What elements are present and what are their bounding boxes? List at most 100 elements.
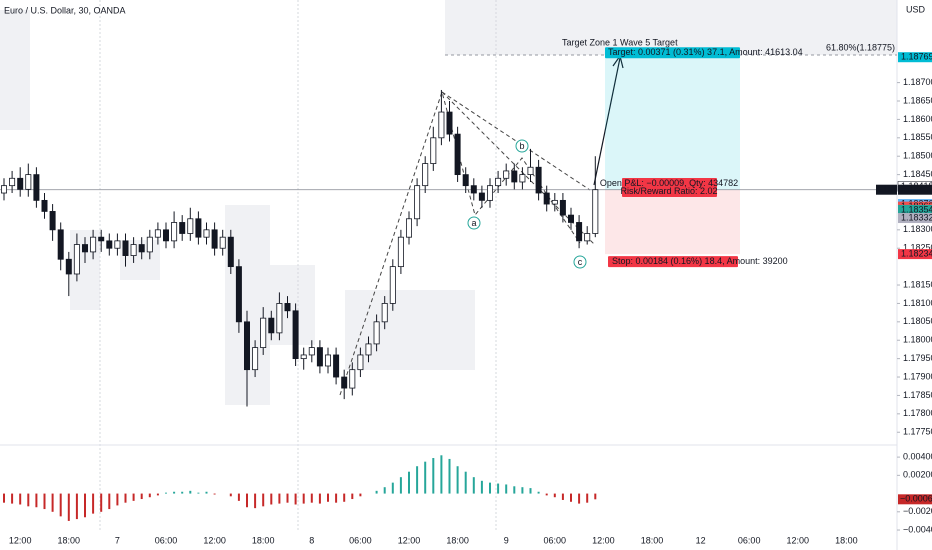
target-zone (605, 57, 740, 190)
candle-body (365, 343, 372, 356)
x-tick-label: 12:00 (592, 535, 615, 545)
candle-body (535, 166, 542, 194)
candle-body (511, 170, 518, 183)
candle-body (551, 199, 558, 205)
candle-body (65, 258, 72, 275)
x-tick-label: 18:00 (252, 535, 275, 545)
candle-body (57, 229, 64, 260)
y2-tick-label: 0.00200 (903, 470, 932, 480)
candle-body (41, 199, 48, 212)
candle-body (106, 240, 113, 249)
x-tick-label: 9 (504, 535, 509, 545)
y2-tick-label: −0.00200 (903, 506, 932, 516)
symbol-label: EURUSD (878, 184, 917, 194)
y-tick-label: 1.18100 (903, 298, 932, 308)
candle-body (195, 218, 202, 238)
y-tick-label: 1.17950 (903, 353, 932, 363)
candle-body (592, 189, 599, 234)
wave-marker (573, 255, 587, 269)
price-label: 1.18234 (901, 248, 932, 258)
candle-body (341, 376, 348, 389)
candle-body (82, 244, 89, 253)
currency: USD (906, 4, 926, 14)
candle-body (130, 244, 137, 256)
stop-zone (605, 189, 740, 255)
chart-title: Euro / U.S. Dollar, 30, OANDA (4, 5, 126, 15)
candle-body (243, 321, 250, 371)
y-tick-label: 1.17800 (903, 408, 932, 418)
x-tick-label: 7 (115, 535, 120, 545)
x-tick-label: 8 (309, 535, 314, 545)
candle-body (138, 244, 145, 253)
y-tick-label: 1.18600 (903, 114, 932, 124)
candle-body (284, 303, 291, 312)
price-label-box (898, 249, 932, 260)
x-tick-label: 12 (696, 535, 706, 545)
candle-body (357, 354, 364, 371)
annotation: Target Zone 1 Wave 5 Target (562, 37, 678, 47)
price-label: 1.18332 (901, 212, 932, 222)
x-tick-label: 06:00 (155, 535, 178, 545)
y-tick-label: 1.17750 (903, 427, 932, 437)
candle-body (543, 192, 550, 205)
candle-body (389, 266, 396, 304)
indicator-label: −0.00063 (900, 494, 932, 504)
wave-marker (515, 139, 529, 153)
candle-body (268, 317, 275, 334)
candle-body (454, 133, 461, 176)
candle-body (154, 229, 161, 238)
candle-body (292, 310, 299, 360)
y-tick-label: 1.18300 (903, 224, 932, 234)
price-label: 1.18409 (901, 184, 932, 194)
candle-body (308, 347, 315, 356)
x-tick-label: 12:00 (203, 535, 226, 545)
price-label-box (898, 204, 932, 215)
pnl-box (622, 178, 717, 197)
candle-body (73, 244, 80, 275)
candle-body (25, 174, 32, 190)
wave-marker (467, 216, 481, 230)
price-label-box (898, 213, 932, 224)
candle-body (203, 229, 210, 238)
y-tick-label: 1.18050 (903, 316, 932, 326)
ratio-label: Risk/Reward Ratio: 2.02 (620, 186, 717, 196)
stop-box (608, 256, 738, 268)
candle-body (171, 222, 178, 242)
candle-body (495, 177, 502, 187)
y-tick-label: 1.17850 (903, 390, 932, 400)
candle-body (316, 347, 323, 367)
x-tick-label: 18:00 (835, 535, 858, 545)
x-tick-label: 18:00 (641, 535, 664, 545)
price-label: 1.18769 (901, 52, 932, 62)
fib-label: 61.80%(1.18775) (826, 42, 895, 52)
candle-body (422, 163, 429, 187)
candle-body (486, 185, 493, 201)
x-tick-label: 12:00 (787, 535, 810, 545)
candle-body (381, 303, 388, 323)
indicator-label-box (898, 494, 932, 505)
candle-body (146, 236, 153, 253)
candle-body (227, 236, 234, 268)
candle-body (503, 170, 510, 179)
x-tick-label: 06:00 (544, 535, 567, 545)
candle-body (559, 199, 566, 216)
candle-body (162, 229, 169, 242)
candle-body (260, 317, 267, 348)
x-tick-label: 18:00 (58, 535, 81, 545)
y-tick-label: 1.18250 (903, 243, 932, 253)
x-tick-label: 18:00 (446, 535, 469, 545)
candle-body (324, 354, 331, 367)
candle-body (252, 347, 259, 371)
y-tick-label: 1.18450 (903, 169, 932, 179)
candle-body (276, 303, 283, 334)
y-tick-label: 1.18550 (903, 132, 932, 142)
candle-body (211, 229, 218, 249)
arrow (593, 57, 621, 186)
target-label: Target: 0.00371 (0.31%) 37.1, Amount: 41… (608, 47, 803, 57)
y-tick-label: 1.17900 (903, 371, 932, 381)
y-tick-label: 1.18500 (903, 151, 932, 161)
candle-body (470, 185, 477, 194)
price-label: 1.18354 (901, 204, 932, 214)
